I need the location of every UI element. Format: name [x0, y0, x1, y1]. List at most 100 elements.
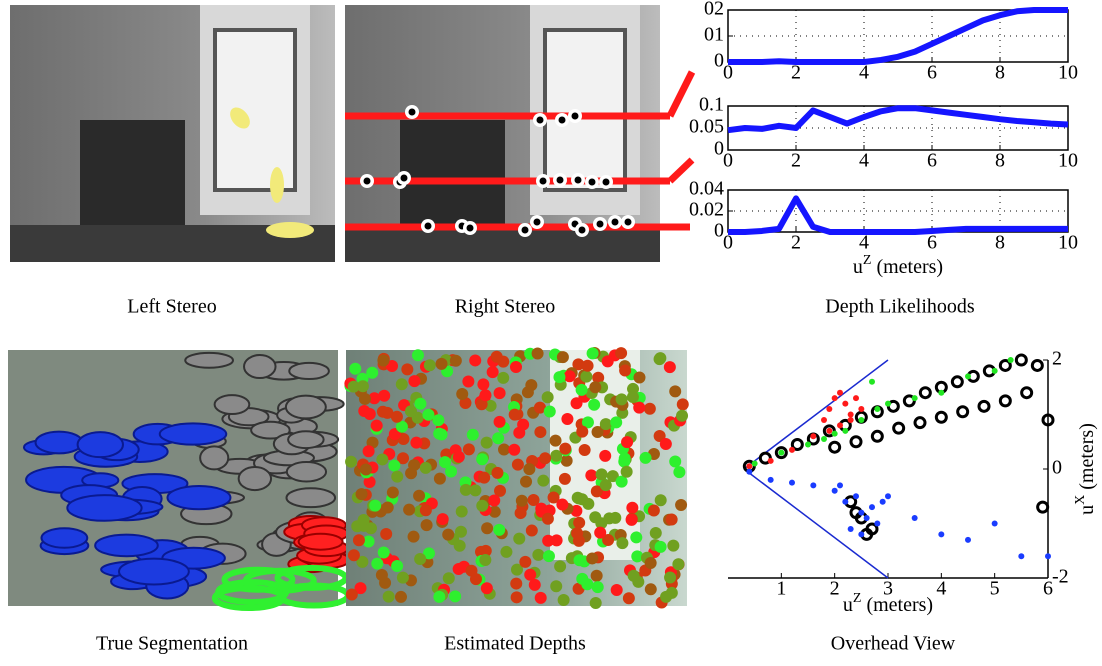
- depth-dot: [616, 537, 629, 550]
- depth-dot: [672, 558, 685, 571]
- depth-dot: [525, 524, 538, 537]
- view-cone: [743, 359, 889, 470]
- x-tick-label: 6: [927, 62, 937, 84]
- depth-dot: [377, 354, 390, 367]
- depth-dot: [580, 370, 593, 383]
- depth-dot: [615, 347, 628, 360]
- depth-dot: [653, 429, 666, 442]
- axis-label-base: u: [1076, 505, 1098, 515]
- scatter-point: [913, 416, 927, 430]
- x-tick-label: 0: [723, 150, 733, 172]
- scatter-point: [977, 399, 991, 413]
- stereo-dot-core: [588, 178, 596, 186]
- scatter-point: [1041, 413, 1055, 427]
- depth-dot: [592, 371, 605, 384]
- x-tick-label: 10: [1058, 62, 1078, 84]
- depth-dot: [644, 556, 657, 569]
- depth-dot: [550, 449, 563, 462]
- depth-dot: [626, 391, 639, 404]
- depth-dot: [449, 590, 462, 603]
- depth-dot: [419, 504, 432, 517]
- depth-dot: [615, 393, 628, 406]
- axis-label-base: u: [843, 594, 853, 616]
- stereo-dot-core: [400, 174, 408, 182]
- depth-dot: [469, 484, 482, 497]
- depth-dot: [357, 513, 370, 526]
- depth-dot: [498, 443, 511, 456]
- depth-dot: [534, 426, 547, 439]
- axis-label: uX (meters): [1073, 423, 1098, 515]
- stereo-dot-core: [424, 222, 432, 230]
- depth-dot: [508, 443, 521, 456]
- depth-dot: [664, 571, 677, 584]
- depth-dot: [610, 416, 623, 429]
- depth-dot: [419, 461, 432, 474]
- depth-dot: [475, 398, 488, 411]
- depth-dot: [509, 361, 522, 374]
- depth-dot: [476, 499, 489, 512]
- seg-ellipse: [66, 494, 143, 522]
- stereo-dot-core: [596, 220, 604, 228]
- x-tick-label: 4: [936, 578, 946, 600]
- scatter-point: [892, 421, 906, 435]
- depth-dot: [435, 428, 448, 441]
- depth-dot: [627, 569, 640, 582]
- depth-dot: [586, 552, 599, 565]
- scatter-point: [767, 476, 774, 483]
- depth-dot: [620, 465, 633, 478]
- depth-dot: [557, 594, 570, 607]
- depth-dot: [394, 590, 407, 603]
- scatter-point: [837, 389, 843, 396]
- depth-dot: [595, 468, 608, 481]
- depth-dot: [363, 475, 376, 488]
- depth-dot: [561, 413, 574, 426]
- stereo-dot-core: [574, 176, 582, 184]
- depth-dot: [469, 354, 482, 367]
- depth-dot: [591, 581, 604, 594]
- x-tick-label: 6: [1043, 578, 1053, 600]
- depth-dot: [420, 519, 433, 532]
- seg-ellipse: [287, 430, 325, 450]
- depth-dot: [388, 459, 401, 472]
- depth-dot: [362, 445, 375, 458]
- depth-dot: [486, 366, 499, 379]
- depth-dot: [349, 362, 362, 375]
- scatter-point: [1045, 553, 1051, 560]
- seg-ellipse: [250, 420, 291, 440]
- x-tick-label: 10: [1058, 232, 1078, 254]
- depth-dot: [556, 351, 569, 364]
- depth-dot: [466, 428, 479, 441]
- scatter-point: [858, 509, 865, 516]
- x-tick-label: 8: [995, 232, 1005, 254]
- depth-dot: [542, 534, 555, 547]
- depth-dot: [571, 527, 584, 540]
- scatter-point: [853, 493, 859, 500]
- scatter-point: [810, 433, 817, 440]
- depth-dot: [547, 491, 560, 504]
- depth-dot: [435, 357, 448, 370]
- scatter-point: [869, 504, 875, 511]
- y-tick-label: 0: [714, 50, 724, 72]
- depth-dot: [570, 504, 583, 517]
- scatter-point: [885, 493, 891, 500]
- scatter-point: [746, 468, 753, 475]
- left-stereo-photo: [10, 5, 335, 262]
- caption: Right Stereo: [455, 296, 556, 318]
- stereo-dot-core: [533, 218, 541, 226]
- depth-dot: [630, 531, 643, 544]
- x-tick-label: 4: [859, 232, 869, 254]
- depth-dot: [521, 386, 534, 399]
- scatter-point: [751, 460, 758, 467]
- depth-dot: [388, 428, 401, 441]
- estimated-depths-image: [344, 347, 689, 609]
- depth-dot: [510, 591, 523, 604]
- x-tick-label: 10: [1058, 150, 1078, 172]
- depth-dot: [433, 590, 446, 603]
- seg-ellipse: [76, 431, 124, 459]
- depth-dot: [433, 472, 446, 485]
- depth-dot: [622, 592, 635, 605]
- axis-label-sup: Z: [863, 253, 872, 268]
- depth-dot: [589, 381, 602, 394]
- depth-dot: [560, 454, 573, 467]
- x-tick-label: 2: [791, 232, 801, 254]
